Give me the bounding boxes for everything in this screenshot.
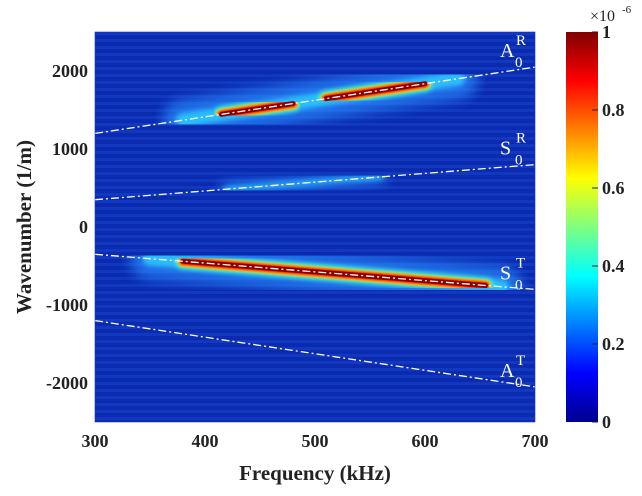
x-tick-label: 500 — [302, 431, 329, 451]
stripe — [95, 137, 535, 140]
stripe — [95, 417, 535, 420]
y-tick-label: 0 — [79, 217, 88, 237]
stripe — [95, 39, 535, 42]
y-tick-label: 1000 — [52, 139, 88, 159]
colorbar-exponent-base: ×10 — [590, 8, 615, 25]
stripe — [95, 200, 535, 203]
dispersion-curve-a0t — [95, 319, 535, 388]
stripe — [95, 375, 535, 378]
x-tick-label: 700 — [522, 431, 549, 451]
stripe — [95, 382, 535, 385]
mode-label: A — [500, 360, 515, 382]
stripe — [95, 347, 535, 350]
mode-label-subscript: 0 — [515, 375, 523, 391]
stripe — [95, 312, 535, 315]
stripe — [95, 172, 535, 175]
stripe — [95, 326, 535, 329]
stripe — [95, 74, 535, 77]
stripe — [95, 228, 535, 231]
mode-label: A — [500, 40, 515, 62]
stripe — [95, 46, 535, 49]
stripe — [95, 291, 535, 294]
stripe — [95, 207, 535, 210]
mode-label-superscript: T — [516, 255, 525, 271]
dispersion-curve-a0r — [95, 66, 535, 135]
colorbar-tick-label: 1 — [602, 22, 611, 42]
stripe — [95, 298, 535, 301]
stripe — [95, 130, 535, 133]
stripe — [95, 354, 535, 357]
stripe — [95, 396, 535, 399]
stripe — [95, 67, 535, 70]
stripe — [95, 305, 535, 308]
stripe — [95, 319, 535, 322]
mode-label-subscript: 0 — [515, 153, 523, 169]
x-tick-label: 400 — [192, 431, 219, 451]
stripe — [95, 333, 535, 336]
stripe — [95, 32, 535, 35]
colorbar-tick-label: 0.6 — [602, 178, 625, 198]
stripe — [95, 123, 535, 126]
x-axis-label: Frequency (kHz) — [239, 461, 391, 485]
stripe — [95, 242, 535, 245]
stripe — [95, 368, 535, 371]
colorbar-tick-label: 0 — [602, 412, 611, 432]
y-axis-label: Wavenumber (1/m) — [12, 140, 36, 314]
mode-label-subscript: 0 — [515, 55, 523, 71]
stripe — [95, 361, 535, 364]
stripe — [95, 249, 535, 252]
stripe — [95, 193, 535, 196]
stripe — [95, 165, 535, 168]
colorbar — [566, 32, 598, 422]
mode-label-superscript: R — [516, 131, 526, 147]
mode-label-superscript: R — [516, 33, 526, 49]
colorbar-tick-label: 0.8 — [602, 100, 625, 120]
y-tick-label: 2000 — [52, 61, 88, 81]
mode-label: S — [500, 262, 511, 284]
stripe — [95, 340, 535, 343]
stripe — [95, 403, 535, 406]
x-tick-label: 300 — [82, 431, 109, 451]
plot-frame — [94, 31, 536, 423]
y-tick-label: -2000 — [46, 373, 88, 393]
dispersion-curve-s0r — [95, 163, 535, 201]
stripe — [95, 235, 535, 238]
stripe — [95, 53, 535, 56]
stripe — [95, 151, 535, 154]
colorbar-exponent: -6 — [622, 4, 632, 16]
colorbar-tick-label: 0.4 — [602, 256, 625, 276]
x-tick-label: 600 — [412, 431, 439, 451]
stripe — [95, 221, 535, 224]
plot-area — [95, 32, 535, 422]
stripe — [95, 60, 535, 63]
y-tick-label: -1000 — [46, 295, 88, 315]
stripe — [95, 410, 535, 413]
mode-label-subscript: 0 — [515, 277, 523, 293]
stripe — [95, 214, 535, 217]
dispersion-curve-s0t — [95, 253, 535, 291]
stripe — [95, 389, 535, 392]
stripe — [95, 144, 535, 147]
colorbar-tick-label: 0.2 — [602, 334, 625, 354]
mode-label: S — [500, 138, 511, 160]
stripe — [95, 158, 535, 161]
mode-label-superscript: T — [516, 353, 525, 369]
